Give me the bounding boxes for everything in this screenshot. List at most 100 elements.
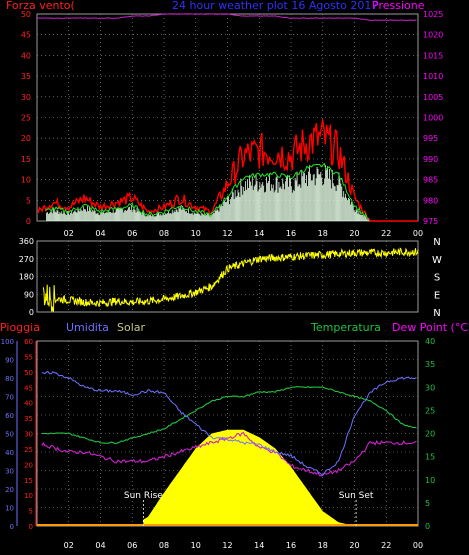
humidity-y-tick-label: 80 (5, 375, 14, 383)
rain-y-tick-label: 10 (24, 492, 33, 500)
x-tick-label: 18 (318, 541, 328, 550)
temperature-line (41, 385, 417, 444)
direction-y-tick-label: 0 (29, 308, 34, 317)
humidity-y-tick-label: 20 (5, 486, 14, 494)
compass-label: W (432, 255, 442, 266)
series-layer (36, 13, 419, 526)
rain-label: Pioggia (0, 321, 40, 334)
rain-y-tick-label: 15 (24, 477, 33, 485)
tick-label-layer: 0202040406060808101012121414161618182020… (1, 10, 444, 550)
wind-direction-line (42, 247, 419, 312)
x-tick-label: 18 (318, 229, 328, 238)
x-tick-label: 02 (64, 541, 74, 550)
wind-force-label: Forza vento( (6, 0, 75, 12)
x-tick-label: 14 (254, 541, 264, 550)
compass-label: N (433, 237, 440, 248)
dew-point-line (41, 431, 417, 477)
humidity-y-tick-label: 0 (10, 523, 14, 531)
temp-y-tick-label: 0 (425, 522, 430, 531)
sunset-label: Sun Set (339, 491, 374, 501)
solar-label: Solar (117, 321, 146, 334)
humidity-line (41, 371, 417, 477)
dew-point-label: Dew Point (°C) (392, 321, 469, 334)
temp-y-tick-label: 30 (425, 383, 435, 392)
rain-y-tick-label: 30 (24, 431, 33, 439)
humidity-y-tick-label: 50 (5, 431, 14, 439)
pressure-y-tick-label: 1025 (423, 10, 443, 19)
x-tick-label: 08 (159, 541, 169, 550)
pressure-y-tick-label: 980 (423, 196, 438, 205)
pressure-y-tick-label: 1010 (423, 72, 443, 81)
rain-y-tick-label: 50 (24, 369, 33, 377)
rain-y-tick-label: 0 (29, 523, 33, 531)
pressure-y-tick-label: 1020 (423, 31, 443, 40)
rain-y-tick-label: 60 (24, 338, 33, 346)
direction-y-tick-label: 90 (24, 290, 34, 299)
pressure-y-tick-label: 990 (423, 155, 438, 164)
humidity-label: Umidita (66, 321, 109, 334)
x-tick-label: 14 (254, 229, 264, 238)
temp-y-tick-label: 35 (425, 360, 435, 369)
x-tick-label: 20 (349, 229, 359, 238)
wind-y-tick-label: 10 (21, 176, 31, 185)
rain-y-tick-label: 35 (24, 415, 33, 423)
temp-y-tick-label: 20 (425, 430, 435, 439)
x-tick-label: 10 (191, 541, 201, 550)
wind-gust-line (36, 119, 418, 222)
pressure-label: Pressione (372, 0, 425, 12)
x-tick-label: 04 (95, 541, 105, 550)
humidity-y-tick-label: 10 (5, 505, 14, 513)
temp-y-tick-label: 25 (425, 406, 435, 415)
x-tick-label: 22 (381, 541, 391, 550)
x-tick-label: 00 (413, 541, 423, 550)
wind-average-line (44, 162, 369, 220)
pressure-line (36, 13, 417, 21)
wind-y-tick-label: 5 (26, 196, 31, 205)
direction-y-tick-label: 360 (19, 237, 34, 246)
temp-y-tick-label: 5 (425, 499, 430, 508)
x-tick-label: 12 (222, 229, 232, 238)
rain-y-tick-label: 55 (24, 353, 33, 361)
rain-y-tick-label: 40 (24, 400, 33, 408)
rain-y-tick-label: 45 (24, 384, 33, 392)
x-tick-label: 04 (95, 229, 105, 238)
x-tick-label: 06 (127, 229, 137, 238)
x-tick-label: 16 (286, 229, 296, 238)
compass-label: E (434, 290, 440, 301)
pressure-y-tick-label: 975 (423, 217, 438, 226)
humidity-y-tick-label: 30 (5, 468, 14, 476)
x-tick-label: 00 (413, 229, 423, 238)
x-tick-label: 10 (191, 229, 201, 238)
wind-y-tick-label: 45 (21, 31, 31, 40)
wind-y-tick-label: 40 (21, 51, 31, 60)
pressure-y-tick-label: 1000 (423, 114, 443, 123)
wind-y-tick-label: 0 (26, 217, 31, 226)
pressure-y-tick-label: 1005 (423, 93, 443, 102)
x-tick-label: 20 (349, 541, 359, 550)
compass-label: N (433, 308, 440, 319)
x-tick-label: 16 (286, 541, 296, 550)
sunrise-label: Sun Rise (124, 491, 163, 501)
wind-y-tick-label: 50 (21, 10, 31, 19)
x-tick-label: 22 (381, 229, 391, 238)
x-tick-label: 08 (159, 229, 169, 238)
humidity-y-tick-label: 60 (5, 412, 14, 420)
temperature-label: Temperatura (310, 321, 381, 334)
pressure-y-tick-label: 995 (423, 134, 438, 143)
direction-y-tick-label: 180 (19, 273, 34, 282)
compass-label: S (434, 273, 440, 284)
wind-panel-frame (36, 13, 419, 222)
direction-y-tick-label: 270 (19, 255, 34, 264)
temp-y-tick-label: 15 (425, 453, 435, 462)
humidity-y-tick-label: 90 (5, 357, 14, 365)
solar-area (143, 429, 357, 526)
x-tick-label: 12 (222, 541, 232, 550)
humidity-y-tick-label: 100 (1, 338, 14, 346)
pressure-y-tick-label: 1015 (423, 51, 443, 60)
x-tick-label: 06 (127, 541, 137, 550)
humidity-y-tick-label: 70 (5, 394, 14, 402)
humidity-y-tick-label: 40 (5, 449, 14, 457)
temp-y-tick-label: 10 (425, 476, 435, 485)
